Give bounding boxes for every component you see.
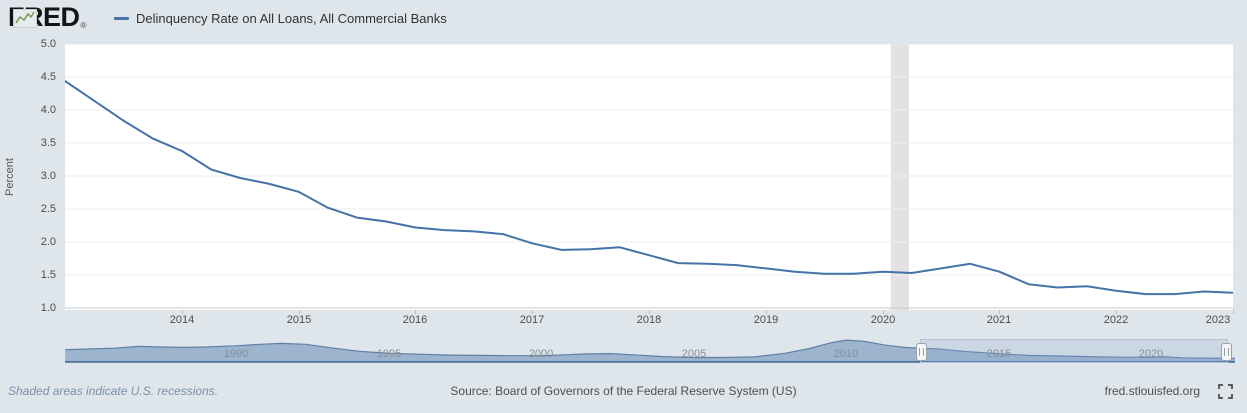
x-tick-mark: [766, 310, 767, 314]
sparkline-icon: [13, 9, 37, 28]
navigator-area-outline: [65, 339, 1235, 359]
x-tick-label: 2019: [753, 314, 779, 326]
header: FRED ® Delinquency Rate on All Loans, Al…: [0, 0, 1247, 36]
legend-series-label: Delinquency Rate on All Loans, All Comme…: [136, 10, 447, 26]
y-tick-label: 1.0: [40, 302, 56, 314]
navigator-year-label: 1990: [223, 348, 249, 360]
x-tick-label: 2016: [402, 314, 428, 326]
fred-logo[interactable]: FRED ®: [8, 4, 86, 31]
recession-note: Shaded areas indicate U.S. recessions.: [8, 384, 219, 398]
y-tick-label: 5.0: [40, 38, 56, 50]
main-chart[interactable]: [65, 44, 1233, 310]
x-tick-label: 2017: [519, 314, 545, 326]
navigator-year-label: 2010: [833, 348, 859, 360]
x-tick-mark: [182, 310, 183, 314]
x-tick-mark: [299, 310, 300, 314]
x-tick-mark: [649, 310, 650, 314]
x-tick-label: 2020: [870, 314, 896, 326]
legend-line-swatch: [114, 16, 129, 20]
x-tick-mark: [415, 310, 416, 314]
navigator-handle-right[interactable]: [1221, 343, 1232, 361]
navigator-year-label: 2020: [1138, 348, 1164, 360]
y-tick-label: 1.5: [40, 269, 56, 281]
x-tick-mark: [883, 310, 884, 314]
recession-band: [890, 44, 909, 310]
navigator-year-label: 1995: [376, 348, 402, 360]
x-tick-mark: [999, 310, 1000, 314]
navigator-year-label: 2015: [986, 348, 1012, 360]
y-tick-label: 3.5: [40, 137, 56, 149]
x-tick-label: 2023: [1205, 314, 1231, 326]
legend: Delinquency Rate on All Loans, All Comme…: [114, 0, 447, 36]
y-tick-label: 3.0: [40, 170, 56, 182]
x-tick-label: 2014: [169, 314, 195, 326]
x-tick-label: 2015: [286, 314, 312, 326]
fred-site-link[interactable]: fred.stlouisfed.org: [1104, 384, 1200, 398]
x-tick-label: 2022: [1103, 314, 1129, 326]
navigator-year-label: 2005: [681, 348, 707, 360]
navigator-area: [65, 340, 1235, 362]
y-tick-label: 2.0: [40, 236, 56, 248]
navigator-chart[interactable]: [65, 338, 1235, 364]
x-tick-mark: [1116, 310, 1117, 314]
y-tick-label: 4.0: [40, 104, 56, 116]
y-tick-label: 4.5: [40, 71, 56, 83]
navigator-baseline: [65, 361, 1235, 363]
plot-background: [65, 44, 1233, 310]
x-tick-mark: [1233, 310, 1234, 314]
x-tick-label: 2018: [636, 314, 662, 326]
navigator-year-label: 2000: [528, 348, 554, 360]
fullscreen-expand-icon[interactable]: [1218, 384, 1233, 399]
navigator-handle-left[interactable]: [916, 343, 927, 361]
x-tick-mark: [532, 310, 533, 314]
y-tick-label: 2.5: [40, 203, 56, 215]
delinquency-line: [65, 80, 1233, 296]
registered-trademark: ®: [80, 21, 87, 30]
navigator-selected-range[interactable]: [916, 339, 1232, 363]
y-axis-title: Percent: [4, 158, 16, 196]
x-tick-label: 2021: [986, 314, 1012, 326]
